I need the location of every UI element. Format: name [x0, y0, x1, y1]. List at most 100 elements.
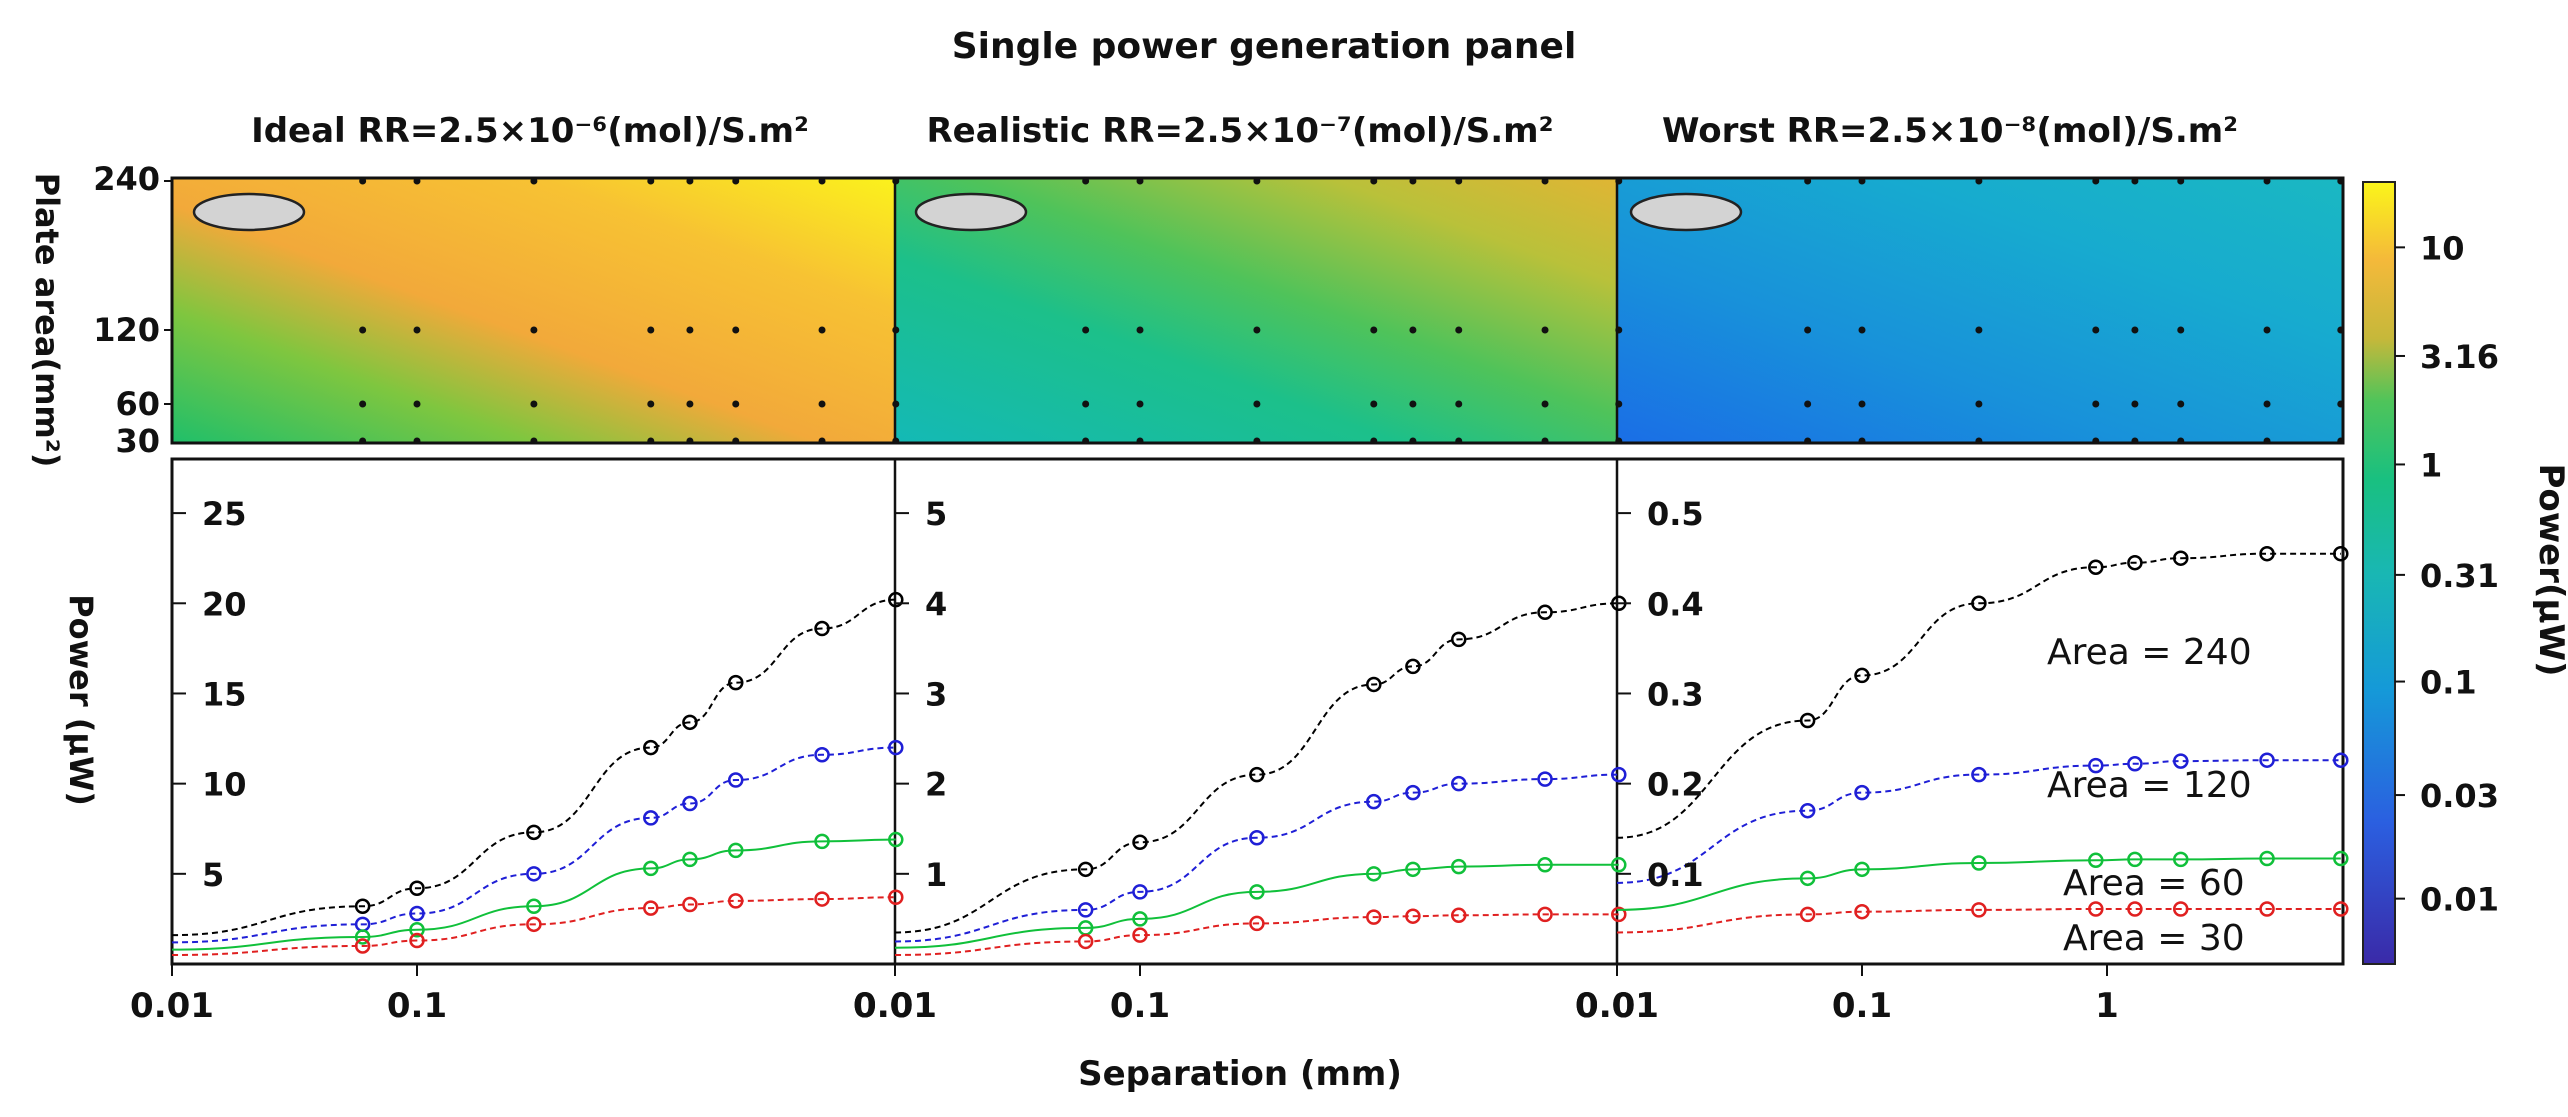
- data-point-panel1-series2-5: [1405, 861, 1421, 878]
- data-point-panel2-series2-2: [1854, 861, 1870, 878]
- curve-panel1-series1: [894, 773, 1619, 943]
- heatmap-dot-panel1-4-2: [1409, 400, 1417, 408]
- heatmap-dot-panel2-6-3: [2263, 437, 2271, 445]
- heatmap-dot-panel2-4-2: [2131, 400, 2139, 408]
- data-point-panel0-series1-5: [682, 795, 698, 812]
- ellipse-marker-worst: [1629, 192, 1743, 232]
- data-point-panel1-series2-4: [1366, 866, 1382, 882]
- data-point-panel0-series0-2: [409, 880, 425, 896]
- x-tick-panel2-1: 0.1: [1832, 986, 1892, 1026]
- heatmap-dot-panel1-3-2: [1370, 400, 1378, 408]
- heatmap-dot-panel0-0-1: [359, 326, 367, 334]
- data-point-panel1-series3-6: [1451, 907, 1467, 924]
- heatmap-dot-panel1-6-3: [1541, 437, 1549, 445]
- heatmap-dot-panel1-6-2: [1541, 400, 1549, 408]
- area-label-60: Area = 60: [2063, 863, 2245, 904]
- heatmap-sample-points: [359, 177, 2345, 445]
- heatmap-dot-panel2-7-2: [2337, 400, 2345, 408]
- data-point-panel0-series2-7: [814, 833, 830, 850]
- heatmap-dot-panel2-3-3: [2092, 437, 2100, 445]
- heatmap-dot-panel2-1-3: [1858, 437, 1866, 445]
- heatmap-dot-panel1-5-2: [1455, 400, 1463, 408]
- data-point-panel1-series0-1: [1077, 861, 1094, 878]
- heatmap-dot-panel2-0-3: [1804, 437, 1812, 445]
- data-point-panel1-series1-6: [1451, 775, 1467, 792]
- heatmap-dot-panel2-5-2: [2177, 400, 2185, 408]
- heatmap-dot-panel2-2-1: [1975, 326, 1983, 334]
- data-point-panel0-series1-2: [409, 905, 425, 922]
- data-point-panel2-series2-5: [2127, 851, 2143, 868]
- power-y-tick-panel1-4: 1: [925, 856, 947, 894]
- data-point-panel2-series2-8: [2333, 850, 2349, 867]
- heatmap-dot-panel2-4-0: [2131, 177, 2139, 185]
- data-point-panel0-series0-3: [526, 824, 542, 841]
- data-point-panel2-series1-8: [2333, 752, 2349, 768]
- data-point-panel0-series1-7: [814, 747, 830, 763]
- power-y-tick-panel1-1: 4: [925, 585, 947, 623]
- data-point-panel1-series1-5: [1405, 784, 1421, 801]
- data-point-panel1-series1-8: [1611, 766, 1627, 783]
- heatmap-dot-panel0-0-2: [359, 400, 367, 408]
- x-axis-label: Separation (mm): [1078, 1054, 1402, 1094]
- heatmap-dot-panel2-1-0: [1858, 177, 1866, 185]
- curve-panel0-series1: [171, 746, 896, 944]
- x-tick-panel2-0: 0.01: [1575, 986, 1659, 1026]
- data-point-panel2-series0-7: [2259, 545, 2275, 562]
- heatmap-dot-panel0-2-0: [530, 177, 538, 185]
- heatmap-dot-panel2-4-3: [2131, 437, 2139, 445]
- data-point-panel0-series3-4: [643, 900, 659, 916]
- power-y-tick-panel2-1: 0.4: [1647, 585, 1704, 623]
- data-point-panel0-series0-6: [728, 674, 744, 691]
- data-point-panel2-series2-7: [2259, 850, 2275, 867]
- data-point-panel0-series1-8: [888, 739, 904, 756]
- data-point-panel2-series2-1: [1799, 870, 1816, 887]
- heatmap-dot-panel0-7-2: [892, 400, 900, 408]
- data-point-panel1-series3-1: [1077, 933, 1094, 950]
- x-tick-panel1-0: 0.01: [853, 986, 937, 1026]
- curve-panel2-series2: [1616, 857, 2341, 911]
- data-point-panel2-series1-1: [1799, 802, 1816, 819]
- heatmap-dot-panel0-2-3: [530, 437, 538, 445]
- data-point-panel2-series1-4: [2088, 757, 2104, 774]
- data-point-panel2-series1-6: [2173, 753, 2189, 769]
- heatmap-y-tick-240: 240: [93, 160, 160, 198]
- heatmap-dot-panel2-4-1: [2131, 326, 2139, 334]
- area-label-240: Area = 240: [2047, 632, 2252, 673]
- colorbar-label: Power(μW): [2531, 463, 2568, 676]
- colorbar: [2362, 181, 2396, 965]
- data-point-panel0-series1-4: [643, 810, 659, 826]
- curve-panel2-series3: [1616, 907, 2341, 934]
- data-point-panel1-series1-3: [1249, 830, 1265, 846]
- heatmap-dot-panel2-3-1: [2092, 326, 2100, 334]
- heatmap-dot-panel1-5-1: [1455, 326, 1463, 334]
- heatmap-dot-panel0-5-3: [732, 437, 740, 445]
- heatmap-dot-panel1-1-0: [1136, 177, 1144, 185]
- data-point-panel2-series1-2: [1854, 784, 1870, 801]
- x-tick-panel1-1: 0.1: [1110, 986, 1170, 1026]
- heatmap-dot-panel1-0-2: [1082, 400, 1090, 408]
- data-point-panel2-series0-3: [1971, 595, 1987, 612]
- data-point-panel1-series0-4: [1366, 676, 1382, 693]
- heatmap-dot-panel1-1-2: [1136, 400, 1144, 408]
- heatmap-dot-panel1-2-2: [1253, 400, 1261, 408]
- data-point-panel0-series0-7: [814, 620, 830, 637]
- curve-panel0-series3: [171, 896, 896, 956]
- data-point-panel2-series3-7: [2259, 901, 2275, 917]
- heatmap-dot-panel1-0-1: [1082, 326, 1090, 334]
- heatmap-dot-panel0-4-0: [686, 177, 694, 185]
- data-point-panel0-series3-1: [354, 938, 371, 954]
- data-point-panel1-series3-5: [1405, 908, 1421, 924]
- x-tick-divider-1: 0.01: [853, 986, 937, 1026]
- heatmap-dot-panel2-0-0: [1804, 177, 1812, 185]
- line-plot-frame: [170, 457, 2345, 966]
- heatmap-dot-panel0-6-0: [818, 177, 826, 185]
- data-point-panel0-series3-6: [728, 893, 744, 909]
- heatmap-dot-panel0-2-1: [530, 326, 538, 334]
- data-point-panel1-series0-6: [1451, 631, 1467, 648]
- curve-panel0-series2: [171, 838, 896, 951]
- data-point-panel0-series2-2: [409, 921, 425, 938]
- data-point-panel0-series3-2: [409, 932, 425, 949]
- data-point-panel2-series2-6: [2173, 851, 2189, 868]
- data-point-panel2-series3-5: [2127, 901, 2143, 917]
